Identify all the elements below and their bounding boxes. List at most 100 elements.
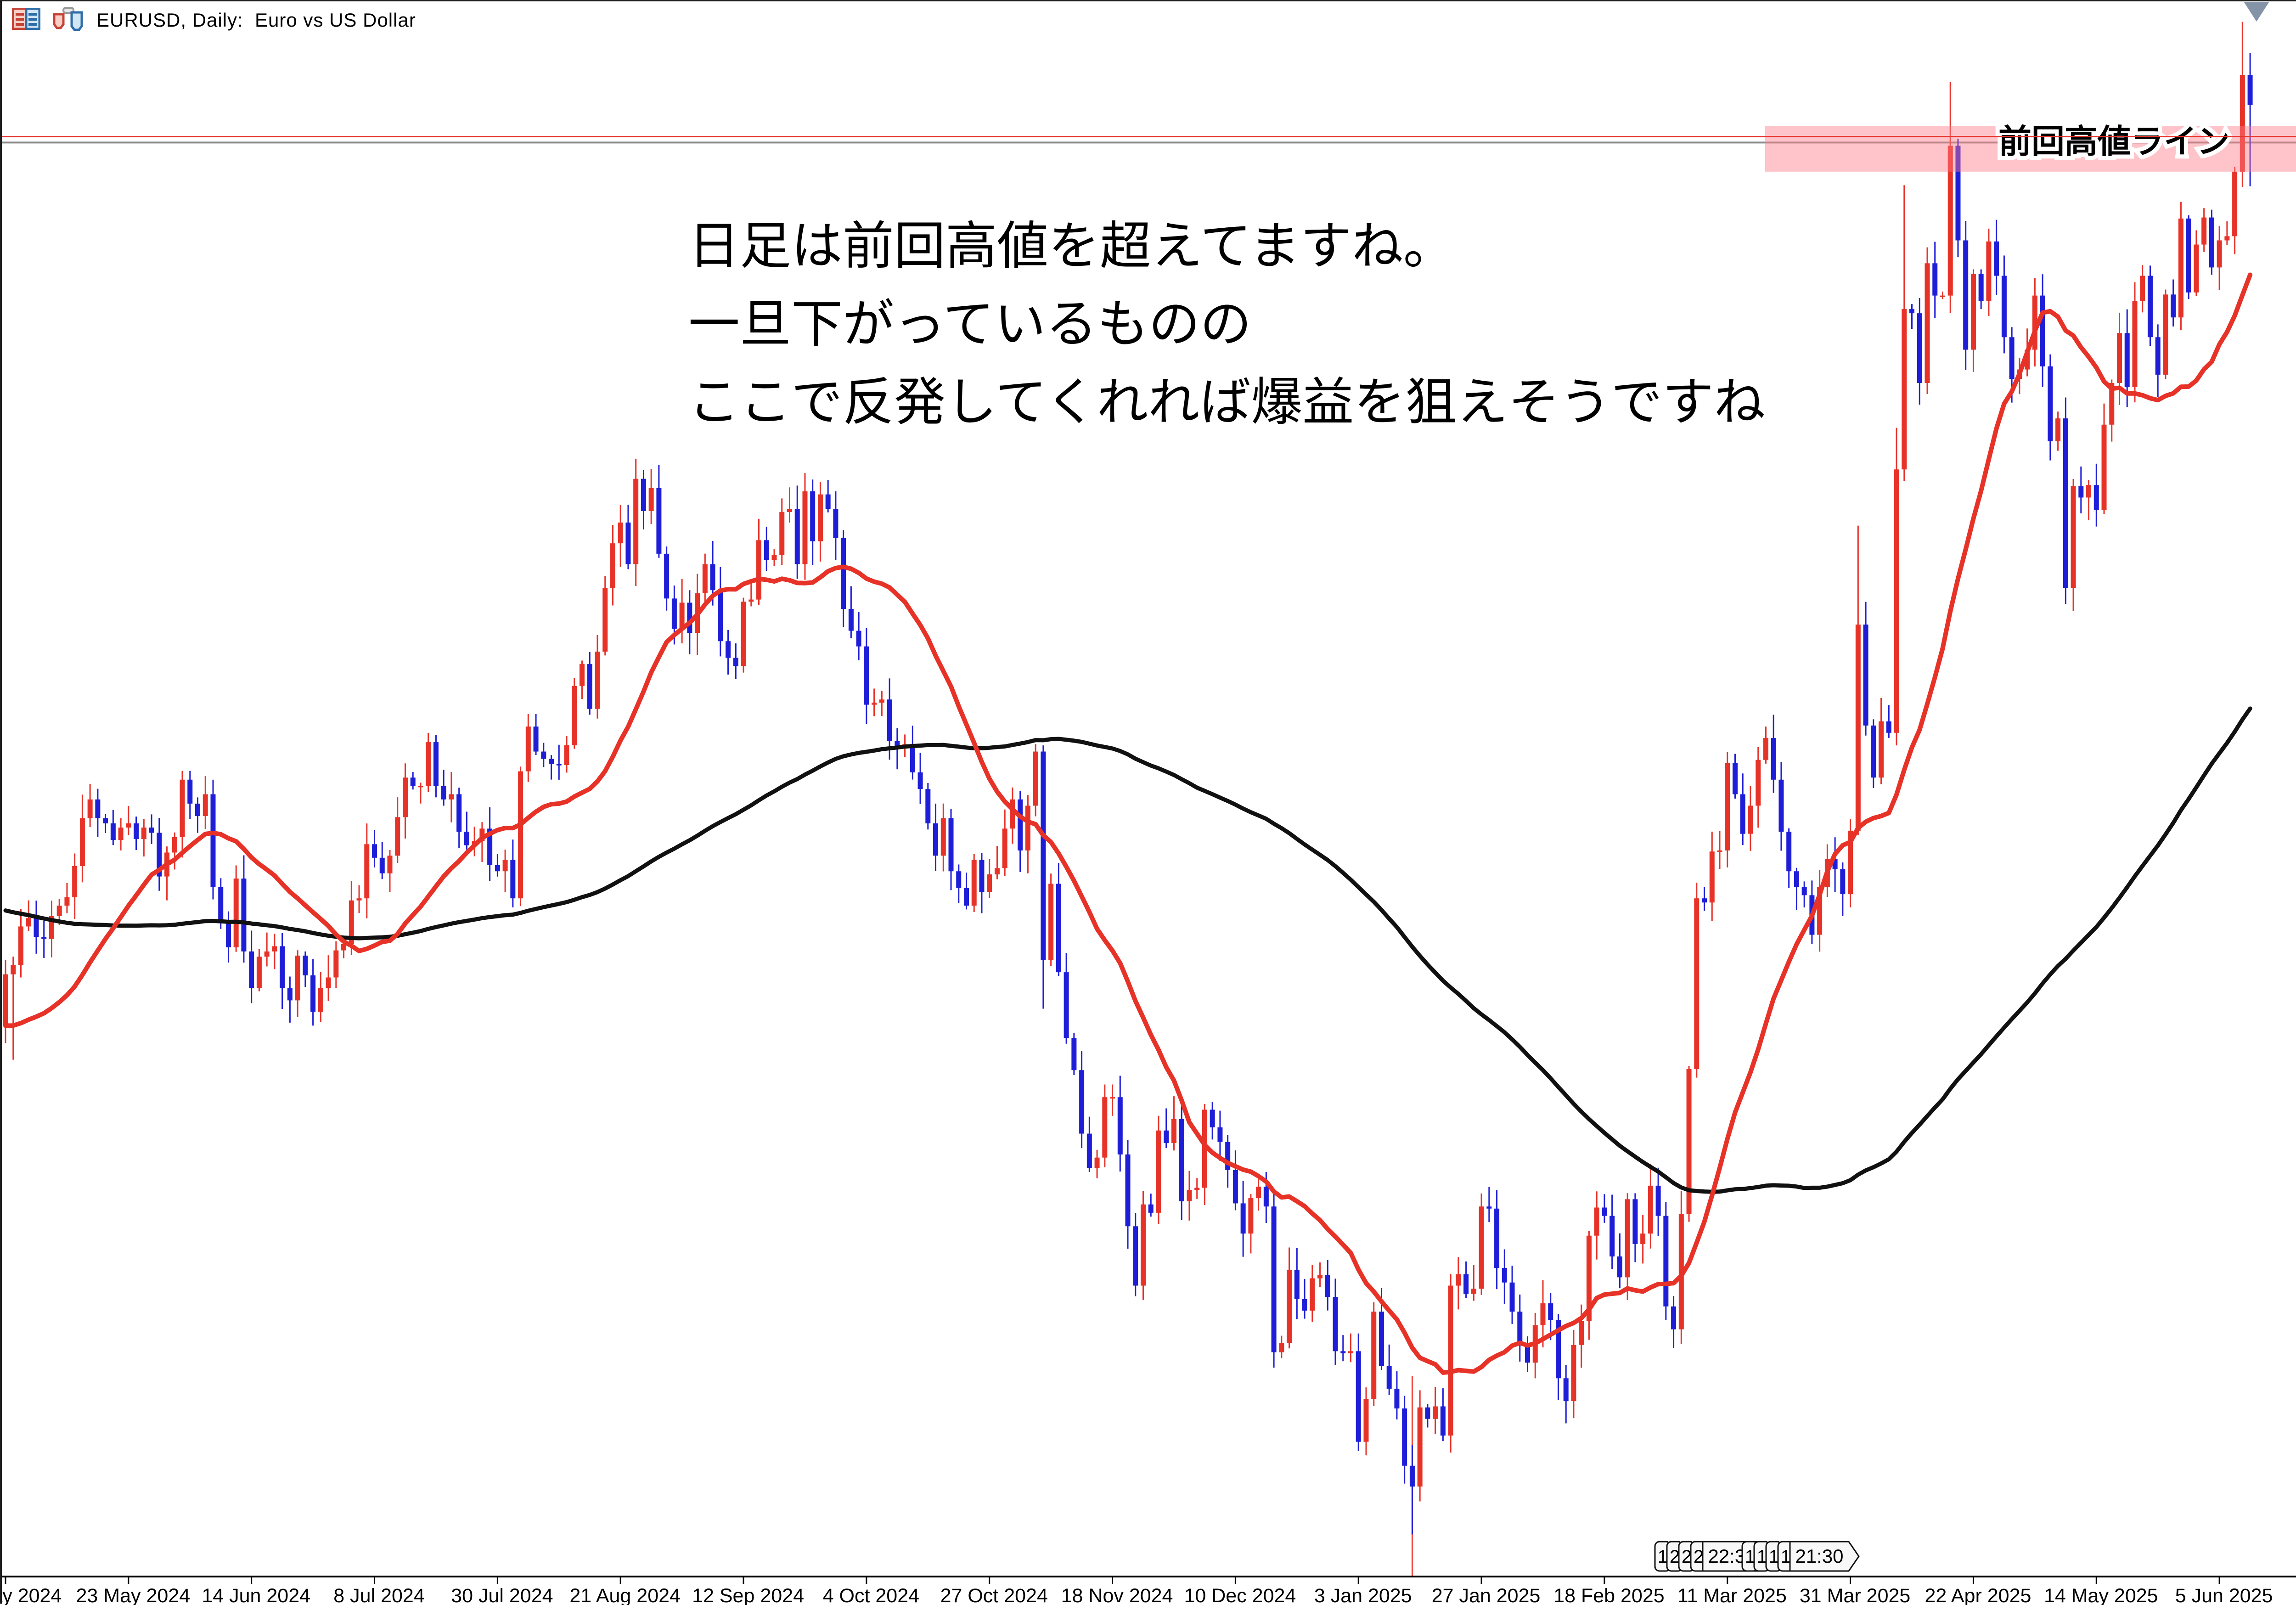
candle bbox=[2209, 209, 2214, 275]
candle bbox=[272, 934, 277, 969]
candle-wick bbox=[551, 755, 552, 780]
candle-body bbox=[118, 828, 124, 840]
candle bbox=[341, 940, 347, 958]
trade-note-line-1: 日足は前回高値を超えてますね。 bbox=[688, 217, 1455, 275]
candle bbox=[249, 930, 254, 1003]
candle-body bbox=[887, 699, 892, 741]
candle-body bbox=[449, 794, 454, 800]
candle-body bbox=[987, 874, 992, 892]
candle-body bbox=[2117, 333, 2122, 383]
candle bbox=[310, 959, 316, 1026]
candle bbox=[157, 818, 162, 891]
candle-body bbox=[1056, 884, 1061, 973]
candle-body bbox=[379, 857, 385, 873]
candle-body bbox=[303, 955, 308, 975]
candle-body bbox=[1940, 295, 1945, 297]
candle bbox=[2171, 279, 2176, 327]
candle-body bbox=[671, 598, 677, 629]
candle-body bbox=[656, 488, 662, 554]
candle-body bbox=[1402, 1408, 1407, 1466]
candle-body bbox=[2032, 295, 2037, 350]
candle-body bbox=[833, 509, 838, 538]
candle-body bbox=[256, 957, 262, 988]
candle-wick bbox=[466, 811, 467, 850]
candle bbox=[1486, 1187, 1492, 1222]
candle bbox=[825, 480, 831, 512]
candle-body bbox=[1925, 263, 1930, 383]
candle bbox=[1171, 1096, 1176, 1151]
candle bbox=[1348, 1333, 1353, 1363]
candle bbox=[1502, 1249, 1507, 1304]
candle bbox=[34, 901, 39, 954]
candle bbox=[1840, 862, 1846, 916]
candle-body bbox=[1202, 1109, 1207, 1188]
ma-fast-line[interactable] bbox=[3, 272, 2253, 1375]
candle-body bbox=[1671, 1306, 1677, 1329]
candle bbox=[910, 726, 915, 780]
time-tick-label: 12 Sep 2024 bbox=[692, 1585, 804, 1605]
candle bbox=[1763, 726, 1768, 764]
candle-body bbox=[587, 664, 592, 709]
candle-body bbox=[1248, 1198, 1254, 1234]
candle-body bbox=[349, 900, 354, 944]
candle bbox=[564, 736, 569, 773]
candle bbox=[948, 809, 954, 890]
candle-wick bbox=[1795, 867, 1797, 910]
candle bbox=[3, 960, 8, 1043]
time-anchor-tag-partial-text: 2 bbox=[1682, 1547, 1692, 1567]
candle-body bbox=[1655, 1185, 1661, 1216]
candle-wick bbox=[128, 806, 129, 835]
candle bbox=[410, 772, 416, 790]
time-anchor-tag-group[interactable]: 1 1 1 1 21:30 bbox=[1741, 1541, 1860, 1572]
candle bbox=[794, 485, 800, 579]
candle bbox=[1625, 1193, 1630, 1300]
candle-body bbox=[11, 965, 16, 974]
chart-titlebar: EURUSD, Daily: Euro vs US Dollar bbox=[11, 7, 416, 33]
candle-body bbox=[310, 975, 316, 1012]
candle-body bbox=[1479, 1206, 1484, 1289]
candle-wick bbox=[558, 744, 560, 780]
time-axis-labels: 1 May 2024 23 May 2024 14 Jun 2024 8 Jul 20… bbox=[2, 1577, 2273, 1605]
candle-wick bbox=[881, 691, 883, 716]
candle-body bbox=[1279, 1343, 1284, 1352]
candle-body bbox=[779, 512, 785, 555]
candle bbox=[1702, 887, 1707, 911]
candle-body bbox=[195, 803, 200, 817]
candle-body bbox=[1333, 1297, 1338, 1352]
candle bbox=[1655, 1167, 1661, 1236]
candle bbox=[333, 941, 339, 988]
candle bbox=[1540, 1280, 1546, 1348]
candle bbox=[1071, 1033, 1077, 1075]
candle-body bbox=[879, 699, 884, 703]
candle bbox=[1709, 831, 1715, 921]
candle-body bbox=[402, 777, 408, 817]
candle bbox=[872, 688, 877, 716]
candle bbox=[241, 855, 247, 963]
candle bbox=[1048, 873, 1054, 966]
candle-body bbox=[1917, 313, 1922, 383]
candle bbox=[856, 612, 861, 660]
candle bbox=[602, 576, 608, 656]
candle-body bbox=[510, 860, 516, 899]
candle-wick bbox=[1350, 1333, 1351, 1363]
candle bbox=[518, 766, 523, 907]
candle bbox=[802, 473, 808, 580]
time-tick-label: 18 Nov 2024 bbox=[1061, 1585, 1173, 1605]
candle bbox=[1733, 754, 1738, 799]
candle-body bbox=[1033, 751, 1038, 806]
candle bbox=[318, 972, 323, 1022]
ma-slow-line[interactable] bbox=[3, 706, 2252, 1194]
candle bbox=[1902, 185, 1907, 481]
sell-arrow-marker-icon[interactable] bbox=[2244, 2, 2269, 22]
time-tick-label: 21 Aug 2024 bbox=[569, 1585, 681, 1605]
previous-high-band[interactable] bbox=[1765, 126, 2296, 172]
candle bbox=[2247, 53, 2253, 186]
candle-body bbox=[1786, 832, 1792, 872]
candle bbox=[1025, 795, 1030, 873]
candle bbox=[587, 652, 592, 715]
candle bbox=[1756, 747, 1761, 828]
candle-body bbox=[1579, 1321, 1584, 1345]
candle bbox=[1456, 1257, 1461, 1310]
candle bbox=[1010, 787, 1015, 844]
